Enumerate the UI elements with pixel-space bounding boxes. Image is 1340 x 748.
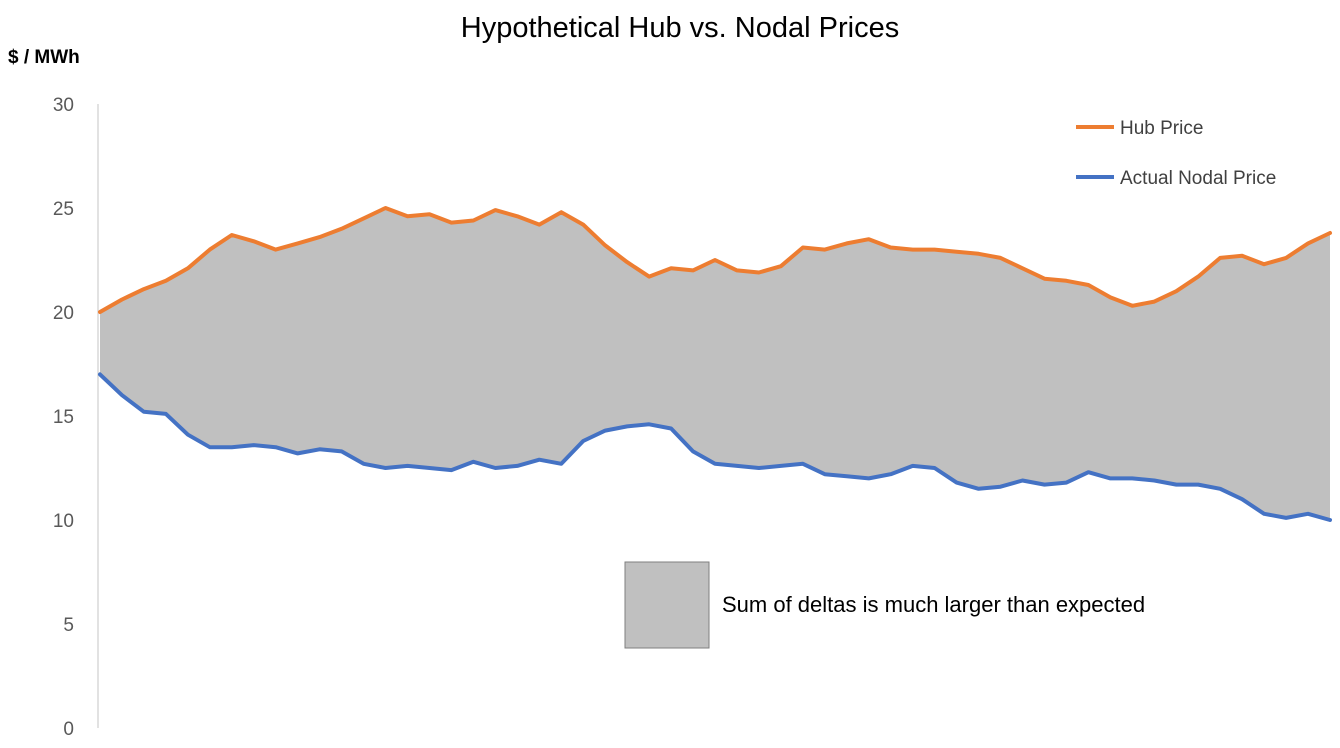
- y-tick-label: 20: [53, 303, 74, 324]
- legend-label-actual-nodal-price: Actual Nodal Price: [1120, 168, 1276, 189]
- y-tick-label: 25: [53, 199, 74, 220]
- annotation-text: Sum of deltas is much larger than expect…: [722, 592, 1145, 617]
- series-line-hub-price: [98, 206, 1332, 314]
- annotation-swatch: [624, 561, 710, 649]
- y-tick-label: 15: [53, 407, 74, 428]
- chart-title: Hypothetical Hub vs. Nodal Prices: [461, 12, 899, 44]
- annotation: Sum of deltas is much larger than expect…: [624, 561, 1145, 649]
- y-tick-label: 30: [53, 95, 74, 116]
- legend-label-hub-price: Hub Price: [1120, 118, 1203, 139]
- series-line-actual-nodal-price: [98, 372, 1332, 522]
- y-axis-ticks: 0 5 10 15 20 25 30: [53, 95, 74, 740]
- delta-area: [100, 208, 1330, 520]
- legend: Hub Price Actual Nodal Price: [1076, 118, 1276, 189]
- y-tick-label: 5: [63, 615, 74, 636]
- y-axis-label: $ / MWh: [8, 47, 80, 68]
- y-tick-label: 10: [53, 511, 74, 532]
- y-tick-label: 0: [63, 719, 74, 740]
